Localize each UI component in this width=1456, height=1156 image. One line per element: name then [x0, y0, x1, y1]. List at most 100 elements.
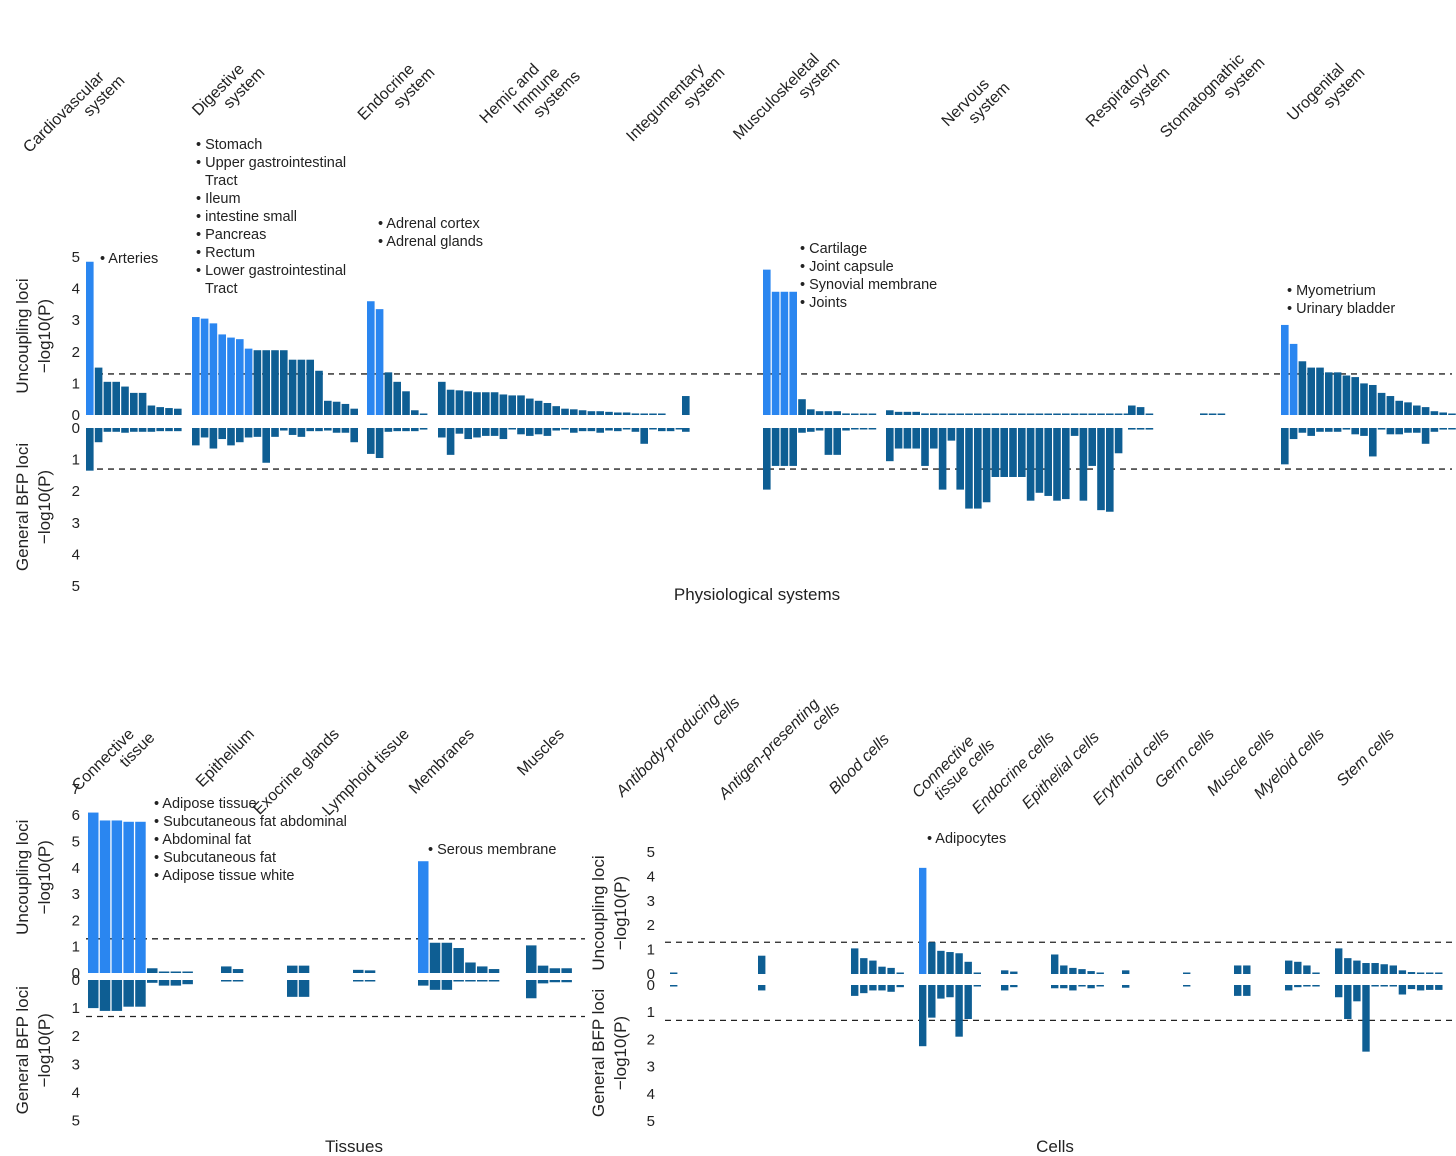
bar-general — [367, 428, 375, 454]
bar-uncoupling — [88, 812, 99, 973]
y-tick-top: 2 — [72, 912, 80, 929]
bar-group-cardiovascular-system — [86, 261, 182, 471]
bar-uncoupling — [158, 971, 170, 973]
x-axis-label: Tissues — [325, 1137, 383, 1156]
bar-general — [824, 428, 833, 455]
bar-general — [1010, 985, 1018, 988]
bar-uncoupling — [297, 359, 306, 415]
y-axis-label-top-line2: −log10(P) — [35, 299, 54, 373]
bar-general — [244, 428, 253, 438]
bar-uncoupling — [868, 413, 877, 415]
bar-uncoupling — [851, 948, 859, 974]
bar-general — [1122, 985, 1130, 988]
annotation-item: • Abdominal fat — [154, 832, 251, 848]
y-tick-top: 3 — [72, 886, 80, 903]
bar-general — [499, 428, 508, 440]
bar-general — [298, 980, 310, 997]
bar-general — [1448, 428, 1456, 430]
bar-general — [956, 428, 964, 490]
bar-group-blood-cells — [851, 948, 904, 996]
bar-uncoupling — [1353, 960, 1361, 974]
bar-uncoupling — [367, 301, 375, 415]
bar-uncoupling — [824, 411, 833, 415]
bar-general — [1377, 428, 1386, 430]
bar-general — [227, 428, 235, 446]
bar-uncoupling — [135, 821, 146, 973]
bar-general — [332, 428, 341, 433]
bar-general — [1386, 428, 1395, 435]
bar-uncoupling — [930, 413, 938, 415]
bar-uncoupling — [429, 942, 441, 973]
bar-uncoupling — [1448, 413, 1456, 415]
bar-general — [174, 428, 182, 432]
bar-uncoupling — [549, 968, 561, 973]
bar-uncoupling — [1145, 413, 1154, 415]
bar-general — [587, 428, 596, 432]
bar-general — [1009, 428, 1017, 477]
x-axis-label: Physiological systems — [674, 585, 840, 604]
bar-general — [1421, 428, 1430, 444]
bar-uncoupling — [227, 337, 235, 415]
bar-general — [947, 428, 956, 441]
bar-general — [868, 428, 877, 430]
bar-uncoupling — [526, 945, 537, 973]
y-tick-top: 5 — [72, 249, 80, 266]
bar-general — [147, 428, 156, 432]
bar-uncoupling — [1096, 972, 1104, 974]
y-axis-label-top-line2: −log10(P) — [35, 840, 54, 914]
bar-general — [271, 428, 279, 437]
bar-general — [446, 428, 455, 455]
bar-group-musculoskeletal-system — [763, 269, 877, 490]
bar-general — [1371, 985, 1379, 987]
bar-group-stomatognathic-system — [1200, 413, 1226, 415]
bar-general — [419, 428, 428, 430]
bar-uncoupling — [138, 392, 147, 415]
bar-general — [937, 985, 945, 999]
bar-general — [1035, 428, 1044, 493]
bar-general — [1294, 985, 1302, 988]
bar-uncoupling — [244, 348, 253, 415]
bar-general — [1407, 985, 1416, 990]
bar-uncoupling — [1122, 970, 1130, 974]
bar-uncoupling — [1316, 367, 1324, 415]
bar-uncoupling — [896, 972, 904, 974]
category-label: Epithelial cells — [1019, 729, 1103, 813]
annotation-item: • Upper gastrointestinal — [196, 155, 346, 171]
bar-general — [758, 985, 766, 991]
bar-uncoupling — [192, 317, 200, 415]
bar-uncoupling — [1200, 413, 1208, 415]
bar-general — [1404, 428, 1412, 433]
bar-uncoupling — [955, 953, 963, 974]
bar-general — [402, 428, 410, 432]
y-tick-top: 5 — [72, 834, 80, 851]
bar-uncoupling — [649, 413, 657, 415]
bar-uncoupling — [147, 405, 156, 415]
bar-general — [869, 985, 877, 991]
bar-general — [1281, 428, 1289, 465]
bar-general — [156, 428, 164, 432]
bar-uncoupling — [1389, 965, 1397, 974]
bar-general — [912, 428, 920, 449]
bar-general — [464, 428, 472, 440]
y-tick-bottom: 0 — [647, 977, 655, 994]
category-label-line: Blood cells — [826, 731, 893, 798]
bar-uncoupling — [130, 392, 138, 415]
bar-uncoupling — [499, 394, 508, 415]
y-tick-top: 0 — [647, 966, 655, 983]
bar-uncoupling — [288, 359, 297, 415]
bar-general — [631, 428, 640, 432]
bar-general — [534, 428, 543, 435]
bar-uncoupling — [221, 966, 232, 973]
bar-uncoupling — [956, 413, 964, 415]
bar-general — [894, 428, 903, 449]
bar-general — [182, 980, 193, 985]
bar-general — [1114, 428, 1123, 454]
bar-general — [441, 980, 453, 990]
y-axis-label-bottom: General BFP loci −log10(P) — [13, 986, 54, 1114]
bar-uncoupling — [121, 386, 129, 415]
bar-general — [1351, 428, 1359, 435]
bar-group-epithelial-cells — [1051, 954, 1104, 991]
bar-general — [121, 428, 129, 433]
bar-uncoupling — [441, 942, 453, 973]
